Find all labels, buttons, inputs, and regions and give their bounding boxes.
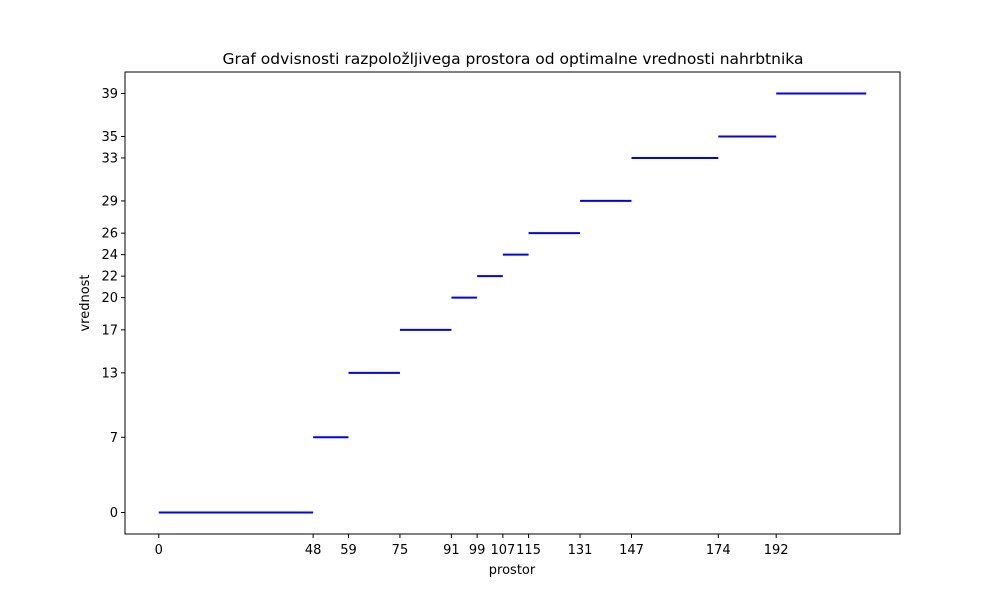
y-tick-label: 39 bbox=[101, 87, 118, 102]
x-tick-label: 48 bbox=[305, 543, 322, 558]
x-tick-label: 107 bbox=[490, 543, 515, 558]
y-tick-label: 33 bbox=[101, 151, 118, 166]
y-tick-label: 29 bbox=[101, 194, 118, 209]
y-axis: 0 7 13 17 20 22 24 26 29 33 35 39 bbox=[101, 87, 125, 521]
x-tick-label: 147 bbox=[619, 543, 644, 558]
x-tick-label: 131 bbox=[568, 543, 593, 558]
y-tick-label: 22 bbox=[101, 270, 118, 285]
plot-frame bbox=[124, 71, 901, 535]
y-tick-label: 35 bbox=[101, 130, 118, 145]
y-tick-label: 24 bbox=[101, 248, 118, 263]
y-tick-label: 26 bbox=[101, 227, 118, 242]
y-tick-label: 17 bbox=[101, 323, 118, 338]
x-tick-label: 91 bbox=[443, 543, 460, 558]
chart-title: Graf odvisnosti razpoložljivega prostora… bbox=[223, 50, 804, 68]
x-tick-label: 174 bbox=[706, 543, 731, 558]
x-tick-label: 99 bbox=[469, 543, 486, 558]
y-tick-label: 13 bbox=[101, 366, 118, 381]
y-tick-label: 20 bbox=[101, 291, 118, 306]
x-axis: 0 48 59 75 91 99 107 115 131 147 174 192 bbox=[155, 534, 789, 558]
x-tick-label: 115 bbox=[516, 543, 541, 558]
y-tick-label: 0 bbox=[110, 506, 118, 521]
x-tick-label: 59 bbox=[340, 543, 357, 558]
x-axis-title: prostor bbox=[489, 563, 536, 578]
y-axis-title: vrednost bbox=[78, 274, 93, 331]
y-tick-label: 7 bbox=[110, 431, 118, 446]
series-line bbox=[158, 92, 867, 514]
x-tick-label: 75 bbox=[392, 543, 409, 558]
x-tick-label: 192 bbox=[764, 543, 789, 558]
x-tick-label: 0 bbox=[155, 543, 163, 558]
